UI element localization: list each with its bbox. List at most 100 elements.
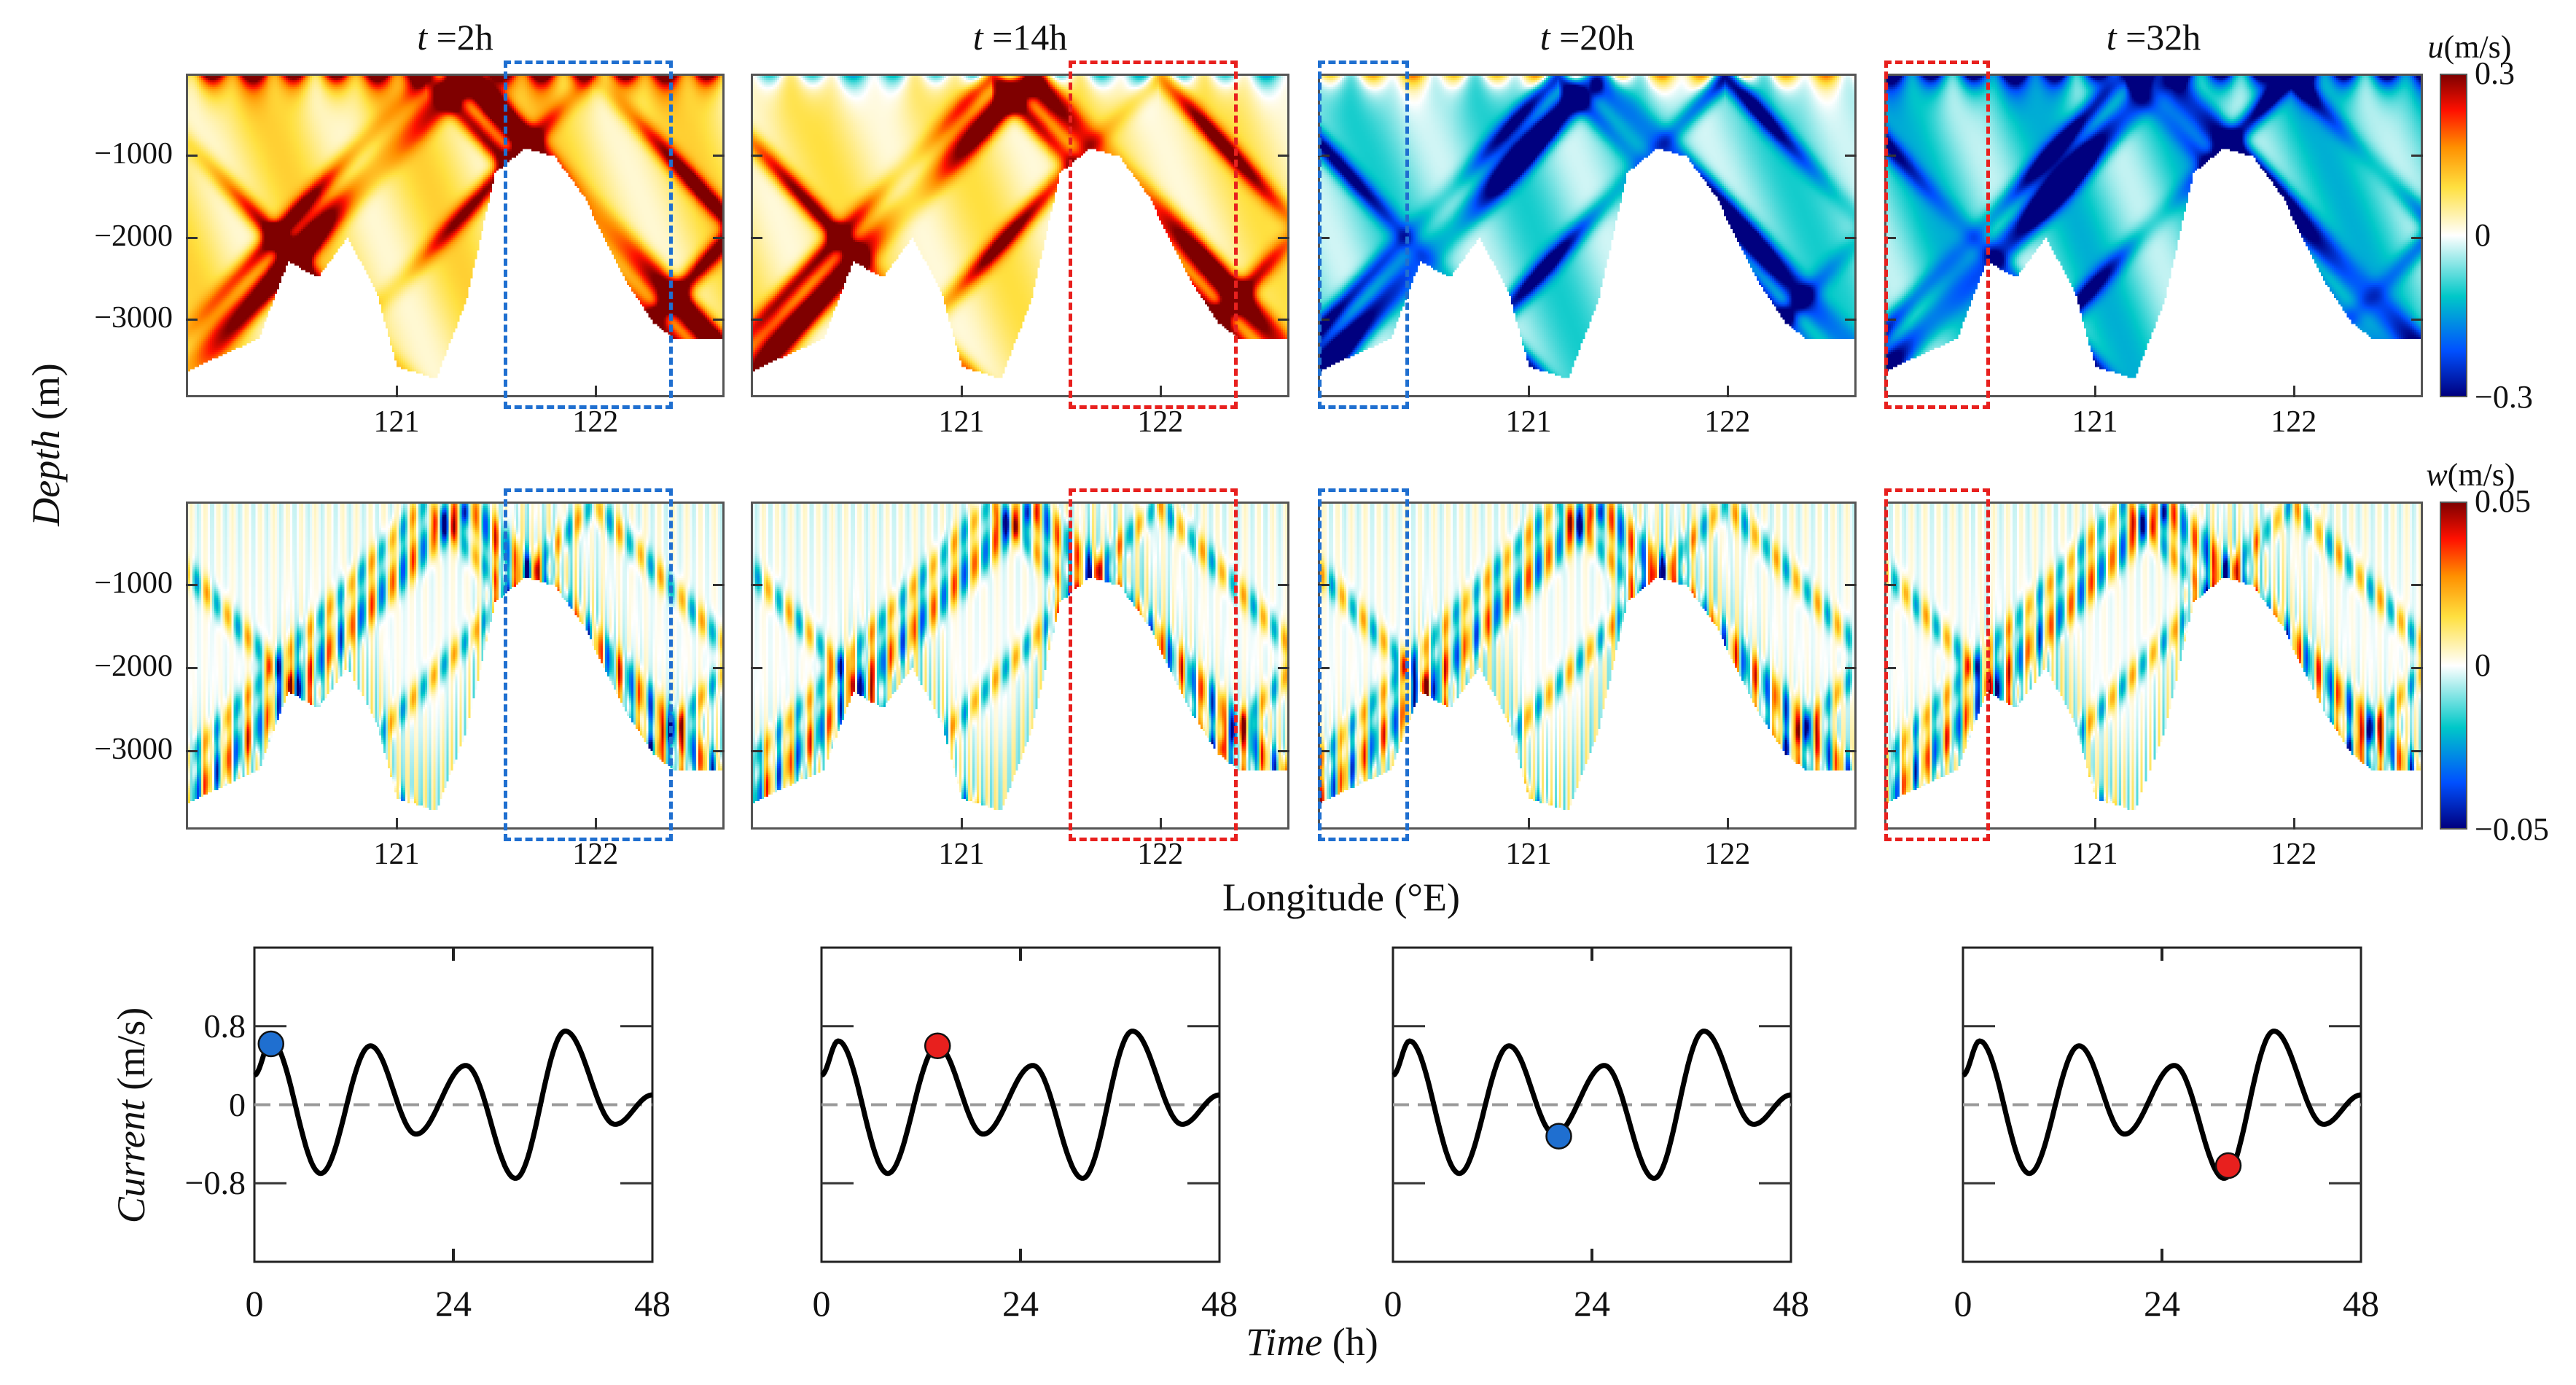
u-colorbar: [2440, 74, 2467, 397]
time-tick-label: 24: [1002, 1283, 1039, 1324]
depth-tick-label: −3000: [94, 301, 173, 335]
time-value: =32h: [2116, 17, 2201, 58]
highlight-box: [1069, 488, 1238, 841]
highlight-box: [1069, 61, 1238, 409]
x-tick-mark: [961, 818, 964, 830]
time-tick-label: 48: [1201, 1283, 1238, 1324]
y-tick-mark: [186, 666, 198, 669]
longitude-tick-label: 121: [1505, 838, 1552, 871]
y-tick-mark: [1884, 583, 1896, 586]
current-series-line: [820, 1029, 1221, 1181]
x-tick-mark: [1528, 386, 1531, 397]
longitude-tick-label: 122: [1704, 838, 1751, 871]
time-tick-label: 0: [1383, 1283, 1402, 1324]
y-tick-mark: [751, 319, 762, 321]
longitude-tick-label: 121: [938, 405, 985, 439]
w-colorbar: [2440, 502, 2467, 830]
colorbar-unit: (m/s): [2443, 29, 2512, 65]
colorbar-tick-label: 0: [2475, 217, 2491, 253]
y-tick-mark: [713, 319, 725, 321]
y-tick-mark: [2411, 666, 2423, 669]
w-section-panel: [1884, 502, 2423, 830]
y-tick-mark: [2411, 319, 2423, 321]
colorbar-tick-label: 0.3: [2475, 55, 2515, 91]
current-label-text: Current: [109, 1100, 153, 1224]
current-unit-text: (m/s): [109, 1007, 153, 1101]
w-section-panel: [186, 502, 725, 830]
longitude-tick-label: 122: [572, 838, 619, 871]
y-tick-mark: [186, 749, 198, 752]
y-tick-mark: [751, 236, 762, 239]
current-timeseries-plot: [1962, 946, 2362, 1263]
u-section-panel: [751, 74, 1289, 397]
time-value: =14h: [983, 17, 1068, 58]
x-tick-mark: [1726, 386, 1729, 397]
y-tick-mark: [1318, 583, 1330, 586]
y-tick-mark: [1278, 583, 1289, 586]
depth-tick-label: −2000: [94, 649, 173, 683]
time-tick-label: 48: [634, 1283, 671, 1324]
y-tick-mark: [713, 155, 725, 157]
colorbar-label: u(m/s): [2428, 28, 2512, 66]
time-marker: [2214, 1152, 2242, 1179]
w-velocity-heatmap: [753, 504, 1287, 827]
y-tick-mark: [2411, 583, 2423, 586]
time-tick-label: 24: [2144, 1283, 2180, 1324]
y-tick-mark: [713, 583, 725, 586]
depth-tick-label: −3000: [94, 732, 173, 766]
y-tick-mark: [1845, 236, 1857, 239]
current-series-line: [253, 1029, 654, 1181]
time-marker: [1545, 1123, 1572, 1150]
y-tick-mark: [1845, 583, 1857, 586]
y-tick-mark: [1884, 319, 1896, 321]
depth-tick-label: −2000: [94, 219, 173, 253]
time-var: t: [417, 17, 428, 58]
time-tick-label: 48: [1773, 1283, 1809, 1324]
current-timeseries-plot: [820, 946, 1221, 1263]
x-tick-mark: [594, 386, 597, 397]
time-label-text: Time: [1246, 1320, 1323, 1364]
y-tick-mark: [1278, 319, 1289, 321]
current-timeseries-plot: [253, 946, 654, 1263]
longitude-tick-label: 121: [373, 405, 420, 439]
current-timeseries-plot: [1392, 946, 1792, 1263]
x-tick-mark: [1159, 818, 1162, 830]
longitude-tick-label: 121: [2072, 405, 2118, 439]
longitude-tick-label: 121: [373, 838, 420, 871]
colorbar-tick-label: 0.05: [2475, 483, 2531, 519]
time-tick-label: 48: [2343, 1283, 2379, 1324]
y-tick-mark: [186, 236, 198, 239]
y-tick-mark: [1278, 666, 1289, 669]
colorbar-tick-label: −0.3: [2475, 379, 2533, 415]
w-velocity-heatmap: [1886, 504, 2421, 827]
y-tick-mark: [2411, 749, 2423, 752]
u-velocity-heatmap: [1886, 76, 2421, 395]
x-tick-mark: [396, 386, 399, 397]
time-value: =2h: [427, 17, 493, 58]
current-series-line: [1392, 1029, 1792, 1181]
y-tick-mark: [186, 155, 198, 157]
y-tick-mark: [1884, 666, 1896, 669]
w-velocity-heatmap: [188, 504, 722, 827]
time-unit-text: (h): [1322, 1320, 1378, 1364]
y-tick-mark: [1884, 236, 1896, 239]
time-tick-label: 0: [1954, 1283, 1972, 1324]
y-tick-mark: [1318, 749, 1330, 752]
x-tick-mark: [2292, 386, 2295, 397]
time-marker: [924, 1032, 951, 1059]
u-velocity-heatmap: [188, 76, 722, 395]
time-var: t: [2106, 17, 2117, 58]
longitude-tick-label: 121: [1505, 405, 1552, 439]
current-tick-label: −0.8: [184, 1164, 246, 1202]
colorbar-unit: (m/s): [2447, 457, 2515, 493]
longitude-tick-label: 122: [2271, 405, 2317, 439]
depth-tick-label: −1000: [94, 137, 173, 171]
y-tick-mark: [751, 749, 762, 752]
depth-axis-label: Depth (m): [23, 363, 69, 526]
colorbar-var: w: [2426, 457, 2448, 493]
longitude-tick-label: 122: [1704, 405, 1751, 439]
current-series-line: [1962, 1029, 2362, 1181]
highlight-box: [1318, 488, 1410, 841]
y-tick-mark: [713, 236, 725, 239]
y-tick-mark: [751, 583, 762, 586]
